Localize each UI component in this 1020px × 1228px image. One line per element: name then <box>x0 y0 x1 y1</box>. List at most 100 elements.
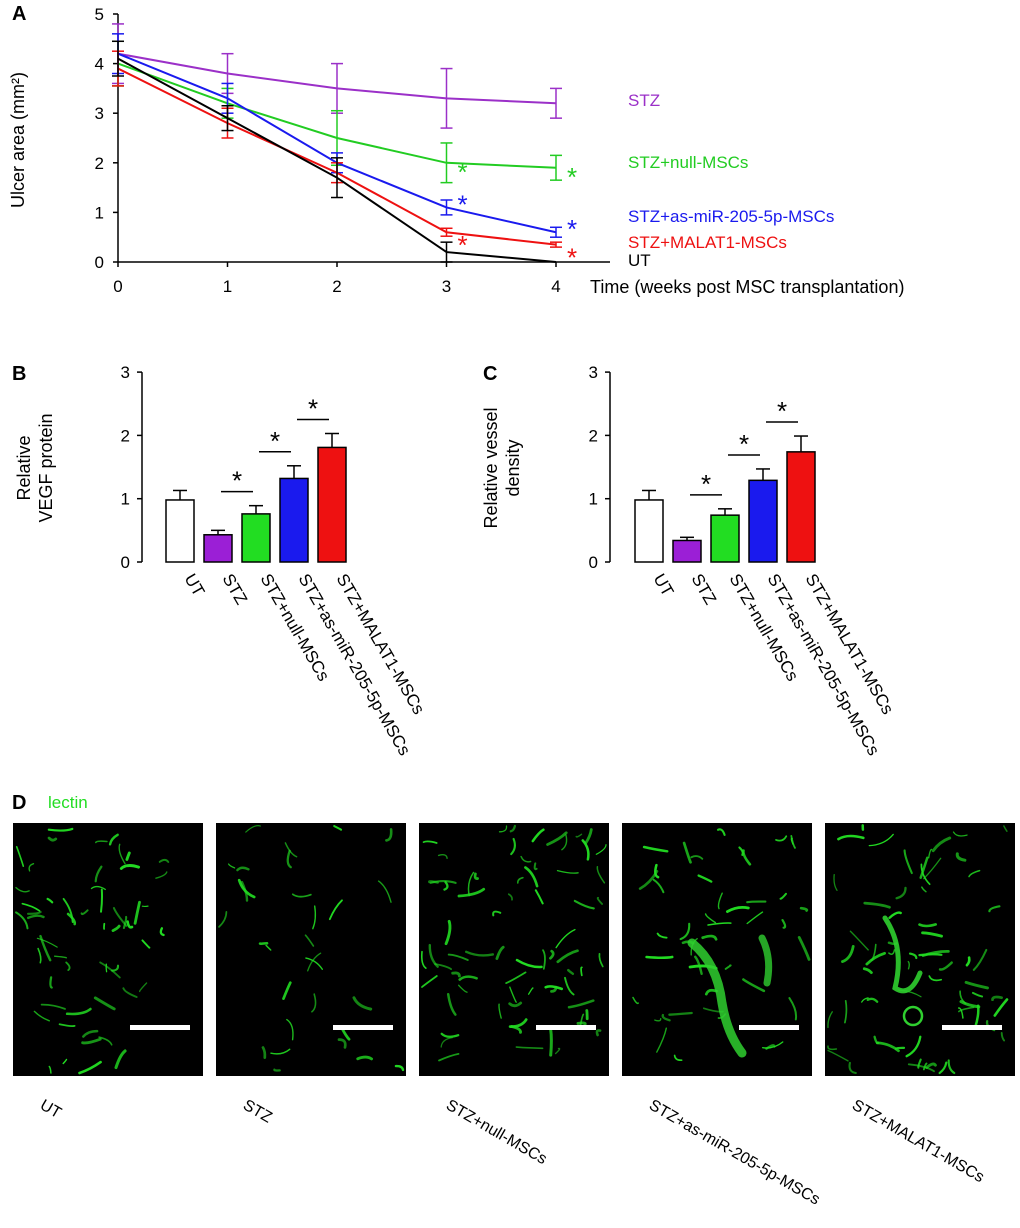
vessel-stain <box>90 885 106 891</box>
vessel-stain <box>286 1018 294 1041</box>
vessel-stain <box>40 1003 66 1010</box>
vessel-stain <box>797 936 811 961</box>
vessel-stain <box>508 1001 523 1008</box>
vessel-stain <box>236 866 250 872</box>
vessel-stain <box>66 912 77 926</box>
y-tick-label: 1 <box>95 203 104 222</box>
vessel-stain <box>443 880 449 891</box>
vessel-stain <box>596 865 606 884</box>
vessel-stain <box>865 951 886 966</box>
micrograph-label-stz-as-mir-205-5p-mscs: STZ+as-miR-205-5p-MSCs <box>646 1097 823 1209</box>
vessel-stain <box>873 1035 880 1045</box>
vessel-stain <box>971 991 984 998</box>
bar-stz-null-mscs <box>710 514 740 563</box>
vessel-stain <box>21 902 41 912</box>
vessel-stain <box>93 996 116 1011</box>
vessel-stain <box>291 893 312 898</box>
vessel-stain <box>965 956 971 967</box>
vessel-stain <box>1003 825 1008 832</box>
vessel-stain <box>80 909 89 916</box>
vessel-stain <box>957 1006 975 1013</box>
vessel-stain <box>682 841 692 864</box>
vessel-stain <box>573 899 595 910</box>
vessel-stain <box>305 957 323 970</box>
vessel-stain <box>509 824 517 833</box>
vessel-stain <box>988 905 1001 913</box>
vessel-stain <box>556 869 579 874</box>
vessel-stain <box>440 1032 460 1038</box>
vessel-stain <box>908 952 918 960</box>
vessel-stain <box>918 923 937 928</box>
vessel-stain <box>46 897 54 904</box>
vessel-stain <box>972 948 988 971</box>
vessel-stain <box>39 934 52 962</box>
series-ut <box>112 40 557 263</box>
vessel-stain <box>870 943 877 961</box>
y-tick-label: 2 <box>95 154 104 173</box>
vessel-stain <box>742 978 766 993</box>
vessel-stain <box>632 996 639 1005</box>
vessel-stain <box>716 828 726 836</box>
vessel-stain <box>99 961 121 979</box>
vessel-stain <box>697 874 713 883</box>
significance-star: * <box>739 429 749 459</box>
vessel-stain <box>704 988 718 996</box>
vessel-stain <box>968 869 981 878</box>
vessel-stain <box>955 852 967 862</box>
vessel-stain <box>159 927 165 937</box>
bar-ut <box>634 499 664 563</box>
vessel-stain <box>638 870 659 890</box>
vessel-stain <box>282 981 292 1000</box>
vessel-stain <box>133 900 141 925</box>
vessel-stain <box>122 987 138 998</box>
vessel-stain <box>420 950 427 969</box>
vessel-stain <box>36 937 58 948</box>
legend-stz-malat1-mscs: STZ+MALAT1-MSCs <box>628 233 787 252</box>
vessel-stain <box>788 997 798 1021</box>
vessel-stain <box>726 905 750 913</box>
vessel-stain-large <box>882 915 923 994</box>
vessel-stain <box>111 964 120 972</box>
vessel-stain <box>762 1041 784 1049</box>
vessel-stain <box>440 1036 453 1048</box>
bar-stz-as-mir-205-5p-mscs <box>748 479 778 563</box>
vessel-stain <box>122 915 128 930</box>
vessel-stain <box>451 971 461 978</box>
vessel-stain <box>947 1059 956 1075</box>
vessel-stain <box>595 844 607 855</box>
vessel-stain <box>473 872 479 880</box>
vessel-stain <box>922 1062 928 1071</box>
vessel-stain <box>923 857 942 880</box>
vessel-stain <box>595 1029 602 1037</box>
bar-stz <box>203 534 233 563</box>
vessel-stain <box>498 825 508 833</box>
vessel-stain <box>527 987 534 995</box>
vessel-stain <box>218 911 228 928</box>
micrograph-stz-null-mscs <box>419 823 609 1076</box>
vessel-stain <box>15 886 30 893</box>
micrograph-ut <box>13 823 203 1076</box>
panel-c-y-label-line1: Relative vessel <box>481 407 501 528</box>
panel-a: A Ulcer area (mm²) Time (weeks post MSC … <box>8 3 904 297</box>
scale-bar <box>333 1025 393 1030</box>
vessel-stain <box>556 949 579 964</box>
series-stz-malat1-mscs: * * <box>112 50 577 273</box>
x-tick-label: UT <box>650 571 678 600</box>
scale-bar <box>739 1025 799 1030</box>
vessel-stain <box>679 922 691 941</box>
vessel-stain <box>952 831 968 837</box>
vessel-stain <box>429 880 457 884</box>
vessel-stain <box>114 1049 127 1070</box>
vessel-stain <box>62 1058 68 1065</box>
scale-bar <box>536 1025 596 1030</box>
vessel-stain <box>337 1038 347 1049</box>
vessel-stain <box>510 1025 522 1034</box>
vessel-stain <box>385 828 393 842</box>
x-tick-label: 3 <box>442 277 451 296</box>
legend-stz: STZ <box>628 91 660 110</box>
vessel-stain <box>841 945 855 963</box>
panel-a-series: * **** * <box>112 23 577 273</box>
